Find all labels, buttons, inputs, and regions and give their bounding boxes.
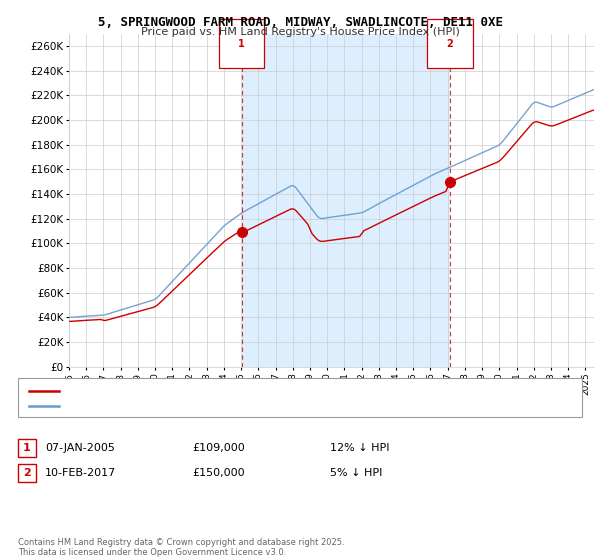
Text: £109,000: £109,000 [192,443,245,453]
Text: Price paid vs. HM Land Registry's House Price Index (HPI): Price paid vs. HM Land Registry's House … [140,27,460,37]
Text: £150,000: £150,000 [192,468,245,478]
Text: 07-JAN-2005: 07-JAN-2005 [45,443,115,453]
Text: 2: 2 [23,468,31,478]
Text: Contains HM Land Registry data © Crown copyright and database right 2025.
This d: Contains HM Land Registry data © Crown c… [18,538,344,557]
Text: 5, SPRINGWOOD FARM ROAD, MIDWAY, SWADLINCOTE, DE11 0XE (semi-detached house): 5, SPRINGWOOD FARM ROAD, MIDWAY, SWADLIN… [68,386,470,395]
Text: 12% ↓ HPI: 12% ↓ HPI [330,443,389,453]
Text: 5, SPRINGWOOD FARM ROAD, MIDWAY, SWADLINCOTE, DE11 0XE: 5, SPRINGWOOD FARM ROAD, MIDWAY, SWADLIN… [97,16,503,29]
Text: 5% ↓ HPI: 5% ↓ HPI [330,468,382,478]
Bar [242,34,450,367]
Text: 10-FEB-2017: 10-FEB-2017 [45,468,116,478]
Text: HPI: Average price, semi-detached house, South Derbyshire: HPI: Average price, semi-detached house,… [68,402,339,410]
Text: 1: 1 [238,39,245,49]
Text: 1: 1 [23,443,31,453]
Text: 2: 2 [446,39,453,49]
